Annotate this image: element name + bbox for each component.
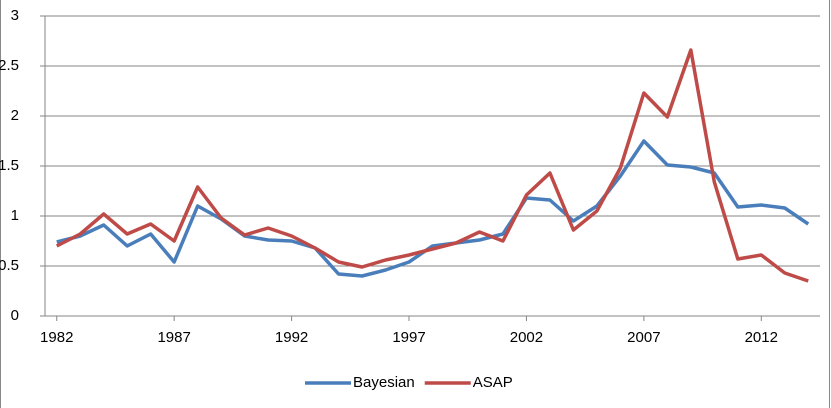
y-tick-label: 1.5 [0, 157, 19, 174]
x-tick-label: 2012 [745, 329, 778, 346]
series-line [56, 139, 810, 278]
x-tick-label: 1997 [392, 329, 425, 346]
y-tick-label: 2.5 [0, 57, 19, 74]
legend-label: ASAP [473, 374, 513, 391]
x-tick-label: 1987 [157, 329, 190, 346]
x-tick-label: 1992 [275, 329, 308, 346]
legend-label: Bayesian [353, 374, 415, 391]
y-tick-label: 0 [11, 307, 19, 324]
series-line [55, 48, 809, 283]
y-tick-label: 1 [11, 207, 19, 224]
y-tick-label: 3 [11, 7, 19, 24]
x-tick-label: 1982 [40, 329, 73, 346]
y-tick-label: 2 [11, 107, 19, 124]
x-tick-label: 2007 [627, 329, 660, 346]
x-tick-label: 2002 [510, 329, 543, 346]
y-tick-label: 0.5 [0, 257, 19, 274]
